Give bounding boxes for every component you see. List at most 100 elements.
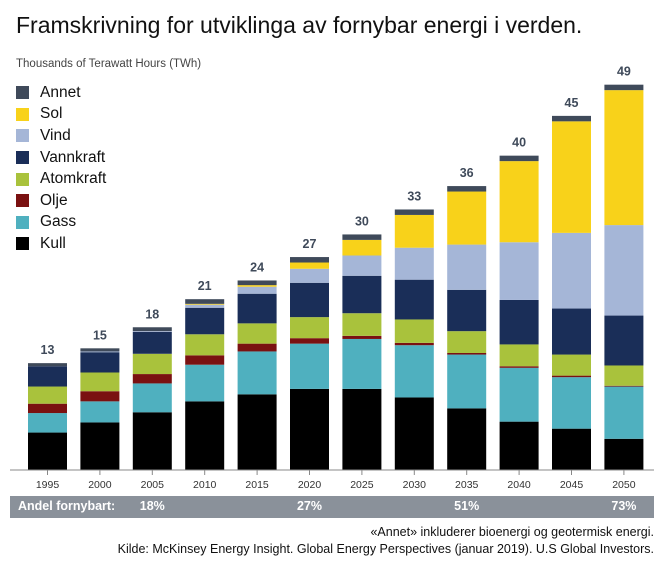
bar-segment-olje [132,374,172,384]
renewable-share-value: 51% [454,499,480,513]
bar-segment-sol [394,214,434,248]
bar-segment-kull [342,388,382,470]
bar-segment-vind [132,331,172,332]
bar-segment-annet [132,327,172,332]
bar-segment-vind [499,242,539,300]
bar-segment-kull [604,438,644,470]
legend-item-atomkraft: Atomkraft [16,168,106,190]
bar-segment-olje [499,366,539,368]
renewable-share-bar: Andel fornybart: 18% 27% 51% 73% [10,496,654,518]
bar-segment-vannkraft [447,289,487,332]
footnote-other: «Annet» inkluderer bioenergi og geotermi… [370,525,654,539]
bar-segment-sol [447,191,487,245]
bar-segment-atomkraft [185,334,225,356]
bar-segment-olje [80,391,120,402]
bar-segment-kull [499,421,539,470]
bar-segment-gass [185,364,225,402]
bar-segment-olje [604,385,644,387]
bar-segment-kull [290,388,329,470]
bar-segment-annet [80,348,120,352]
legend-swatch [16,172,29,186]
bar-segment-gass [132,383,172,413]
bar-segment-atomkraft [290,317,329,339]
bar-segment-atomkraft [342,313,382,336]
bar-segment-gass [604,386,644,439]
bar-segment-gass [80,401,120,423]
bar-segment-vind [185,304,225,308]
bar-segment-annet [394,209,434,215]
bar-segment-olje [342,335,382,339]
bar-segment-annet [447,186,487,192]
bar-segment-atomkraft [499,344,539,367]
bar-segment-olje [552,375,591,378]
bar-segment-atomkraft [604,365,644,386]
chart-title: Framskrivning for utviklinga av fornybar… [16,12,583,38]
bar-segment-annet [342,234,382,240]
x-tick-label: 2010 [193,479,217,491]
chart-legend: Annet Sol Vind Vannkraft Atomkraft Olje Gass Ku… [16,82,106,255]
bar-segment-vannkraft [552,308,591,355]
bar-segment-atomkraft [132,353,172,375]
legend-item-kull: Kull [16,233,106,255]
bar-segment-sol [342,239,382,256]
bar-segment-vannkraft [499,299,539,345]
bar-segment-vind [80,351,120,353]
bar-segment-kull [80,422,120,470]
renewable-share-value: 18% [139,499,165,513]
bar-total-label: 13 [41,343,55,357]
bar-segment-atomkraft [237,323,277,344]
bar-segment-gass [28,413,67,433]
bar-segment-gass [552,377,591,429]
x-tick-label: 2045 [560,479,584,491]
legend-item-annet: Annet [16,82,106,104]
bar-segment-kull [185,401,225,470]
bar-segment-annet [499,155,539,162]
bar-segment-olje [290,338,329,344]
bar-total-label: 18 [145,307,159,321]
legend-item-gass: Gass [16,212,106,234]
bar-segment-vind [394,247,434,280]
bar-total-label: 33 [407,189,421,203]
bar-segment-sol [552,121,591,233]
legend-label: Annet [40,83,81,101]
bar-segment-olje [394,342,434,346]
legend-swatch [16,151,29,165]
legend-swatch [16,237,29,251]
legend-label: Sol [40,105,63,123]
legend-item-vind: Vind [16,125,106,147]
bar-segment-olje [185,355,225,365]
x-tick-label: 2015 [245,479,269,491]
bar-segment-sol [185,303,225,305]
x-tick-label: 2020 [298,479,322,491]
bar-segment-vind [237,286,277,294]
bar-segment-kull [447,408,487,470]
bar-segment-sol [290,262,329,269]
bar-segment-sol [604,90,644,226]
x-tick-label: 2050 [612,479,636,491]
bar-segment-kull [237,394,277,470]
x-tick-label: 2005 [141,479,165,491]
bar-segment-olje [447,353,487,355]
bar-total-label: 49 [617,65,631,79]
bar-segment-gass [237,351,277,395]
bar-total-label: 21 [198,279,212,293]
bar-total-label: 40 [512,136,526,150]
bar-total-label: 24 [250,260,264,274]
bar-segment-vannkraft [604,315,644,366]
legend-swatch [16,215,29,229]
bar-segment-sol [237,285,277,287]
bar-segment-kull [132,412,172,470]
x-tick-label: 2030 [403,479,427,491]
bar-segment-vannkraft [290,282,329,318]
legend-item-vannkraft: Vannkraft [16,147,106,169]
legend-item-olje: Olje [16,190,106,212]
bar-segment-vannkraft [237,293,277,324]
bar-segment-gass [342,338,382,389]
legend-label: Vind [40,126,71,144]
bar-segment-olje [237,343,277,352]
x-tick-label: 1995 [36,479,60,491]
legend-label: Gass [40,213,77,231]
bar-segment-atomkraft [447,331,487,353]
footnote-source: Kilde: McKinsey Energy Insight. Global E… [117,542,654,556]
